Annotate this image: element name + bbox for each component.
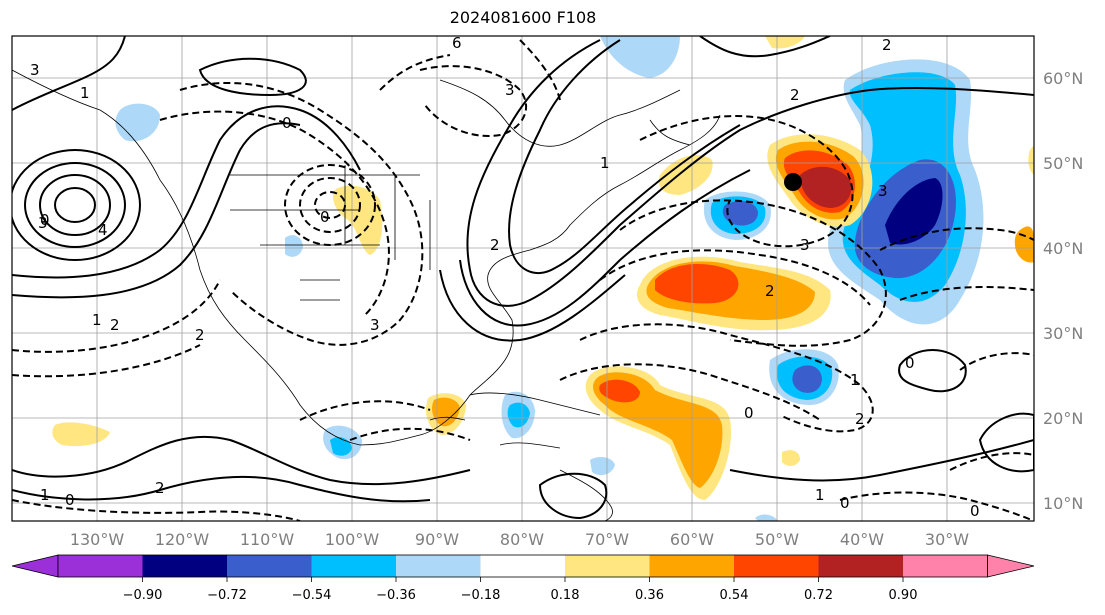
contour-label: 0 <box>744 404 754 422</box>
location-marker <box>784 173 802 191</box>
colorbar-tick-label: −0.90 <box>123 588 163 603</box>
colorbar-tick-label: 0.18 <box>551 588 580 603</box>
contour-label: 3 <box>38 214 48 232</box>
lon-label: 40°W <box>840 530 884 549</box>
anomaly-shading <box>52 36 1034 521</box>
colorbar-bin <box>396 555 481 577</box>
contour-label: 2 <box>490 236 500 254</box>
lon-label: 90°W <box>415 530 459 549</box>
lon-label: 60°W <box>670 530 714 549</box>
colorbar: −0.90 −0.72 −0.54 −0.36 −0.18 0.18 0.36 … <box>11 554 1035 603</box>
latitude-labels: 60°N 50°N 40°N 30°N 20°N 10°N <box>1043 69 1083 513</box>
graticule <box>12 36 1034 521</box>
colorbar-tick-label: −0.18 <box>461 588 501 603</box>
colorbar-tick-label: −0.54 <box>292 588 332 603</box>
colorbar-tick-label: −0.72 <box>207 588 247 603</box>
map-title: 2024081600 F108 <box>449 8 597 27</box>
contour-label: 6 <box>452 34 462 52</box>
lat-label: 40°N <box>1043 239 1083 258</box>
colorbar-bin <box>142 555 227 577</box>
contour-label: 0 <box>65 491 75 509</box>
colorbar-bin <box>480 555 565 577</box>
contour-label: 4 <box>98 221 108 239</box>
contour-label: 0 <box>905 354 915 372</box>
contour-label: 2 <box>765 282 775 300</box>
contour-label: 2 <box>790 86 800 104</box>
contours-negative <box>12 39 1034 521</box>
coastlines <box>12 69 721 521</box>
colorbar-tick-label: 0.72 <box>804 588 833 603</box>
contour-label: 1 <box>40 486 50 504</box>
contour-label: 3 <box>30 61 40 79</box>
colorbar-bin <box>903 555 988 577</box>
lat-label: 30°N <box>1043 324 1083 343</box>
contour-labels: 0 1 2 3 4 0 2 3 1 0 2 3 1 2 3 0 1 2 0 1 … <box>30 34 980 520</box>
contour-label: 2 <box>155 479 165 497</box>
contour-label: 2 <box>110 316 120 334</box>
contour-label: 3 <box>370 316 380 334</box>
lat-label: 10°N <box>1043 494 1083 513</box>
colorbar-bin <box>58 555 143 577</box>
lon-label: 130°W <box>70 530 125 549</box>
colorbar-bin <box>565 555 650 577</box>
contour-label: 0 <box>282 114 292 132</box>
colorbar-bin <box>649 555 734 577</box>
contour-label: 1 <box>92 311 102 329</box>
contour-label: 3 <box>505 81 515 99</box>
colorbar-extend-max <box>987 554 1035 578</box>
colorbar-bin <box>734 555 819 577</box>
contour-label: 0 <box>840 494 850 512</box>
contour-label: 1 <box>815 486 825 504</box>
contour-label: 2 <box>882 36 892 54</box>
colorbar-tick-label: 0.90 <box>889 588 918 603</box>
lon-label: 80°W <box>500 530 544 549</box>
contour-label: 0 <box>40 211 50 229</box>
contours-positive <box>12 36 1034 520</box>
contour-label: 3 <box>878 182 888 200</box>
contour-label: 2 <box>855 410 865 428</box>
colorbar-tick-label: 0.36 <box>635 588 664 603</box>
contour-label: 2 <box>195 326 205 344</box>
contour-label: 3 <box>800 236 810 254</box>
colorbar-bin <box>818 555 903 577</box>
lon-label: 50°W <box>755 530 799 549</box>
lat-label: 60°N <box>1043 69 1083 88</box>
colorbar-bin <box>227 555 312 577</box>
lon-label: 100°W <box>325 530 380 549</box>
contour-label: 1 <box>600 154 610 172</box>
colorbar-extend-min <box>11 554 59 578</box>
contour-label: 0 <box>320 208 330 226</box>
lon-label: 110°W <box>240 530 295 549</box>
longitude-labels: 130°W 120°W 110°W 100°W 90°W 80°W 70°W 6… <box>70 530 969 549</box>
contour-label: 1 <box>850 371 860 389</box>
colorbar-bin <box>311 555 396 577</box>
lon-label: 30°W <box>925 530 969 549</box>
lat-label: 50°N <box>1043 154 1083 173</box>
contour-label: 1 <box>80 84 90 102</box>
contour-label: 0 <box>970 502 980 520</box>
colorbar-tick-label: −0.36 <box>376 588 416 603</box>
lon-label: 120°W <box>155 530 210 549</box>
lat-label: 20°N <box>1043 409 1083 428</box>
lon-label: 70°W <box>585 530 629 549</box>
colorbar-tick-label: 0.54 <box>720 588 749 603</box>
map-frame <box>11 35 1035 522</box>
